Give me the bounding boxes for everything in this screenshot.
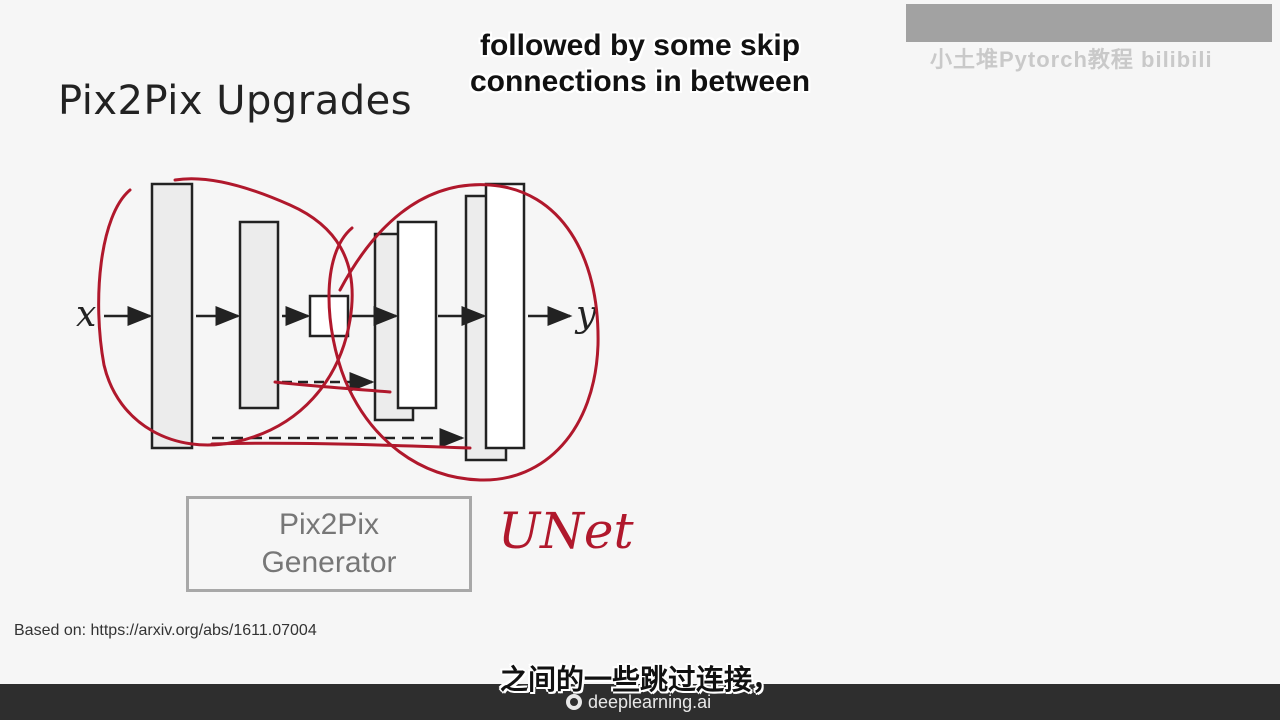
brand: deeplearning.ai <box>566 690 711 714</box>
input-label-x: x <box>76 294 96 335</box>
generator-label-line1: Pix2Pix <box>278 508 380 541</box>
handwritten-annotations <box>97 177 600 482</box>
watermark-text: 小土堆Pytorch教程 bilibili <box>930 47 1213 72</box>
caption-english: followed by some skip connections in bet… <box>469 29 811 98</box>
left-loop-annotation <box>97 177 354 447</box>
unet-annotation: UNet <box>498 502 634 560</box>
watermark-banner <box>906 4 1272 42</box>
generator-label-line2: Generator <box>261 546 397 579</box>
caption-chinese: 之间的一些跳过连接， <box>499 664 780 695</box>
decoder-block-2-front <box>396 220 438 410</box>
right-loop-annotation <box>327 183 600 482</box>
encoder-block-1 <box>150 182 194 450</box>
outer-skip-highlight <box>210 441 472 450</box>
deeplearning-logo-icon <box>566 694 582 710</box>
brand-name: deeplearning.ai <box>588 691 712 712</box>
output-label-y: y <box>574 294 597 335</box>
decoder-block-1-front <box>484 182 526 450</box>
inner-skip-highlight <box>273 380 392 394</box>
generator-box: Pix2Pix Generator <box>186 496 472 592</box>
slide-title: Pix2Pix Upgrades <box>58 78 413 124</box>
source-citation: Based on: https://arxiv.org/abs/1611.070… <box>14 622 317 639</box>
bottom-bar <box>0 684 1280 720</box>
encoder-block-2 <box>238 220 280 410</box>
